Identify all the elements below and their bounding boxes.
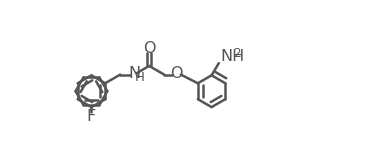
Text: NH: NH [221, 49, 245, 64]
Text: O: O [170, 66, 182, 81]
Text: H: H [134, 71, 144, 84]
Text: N: N [128, 66, 140, 81]
Text: O: O [143, 41, 156, 56]
Text: F: F [87, 109, 96, 124]
Text: 2: 2 [233, 47, 240, 60]
